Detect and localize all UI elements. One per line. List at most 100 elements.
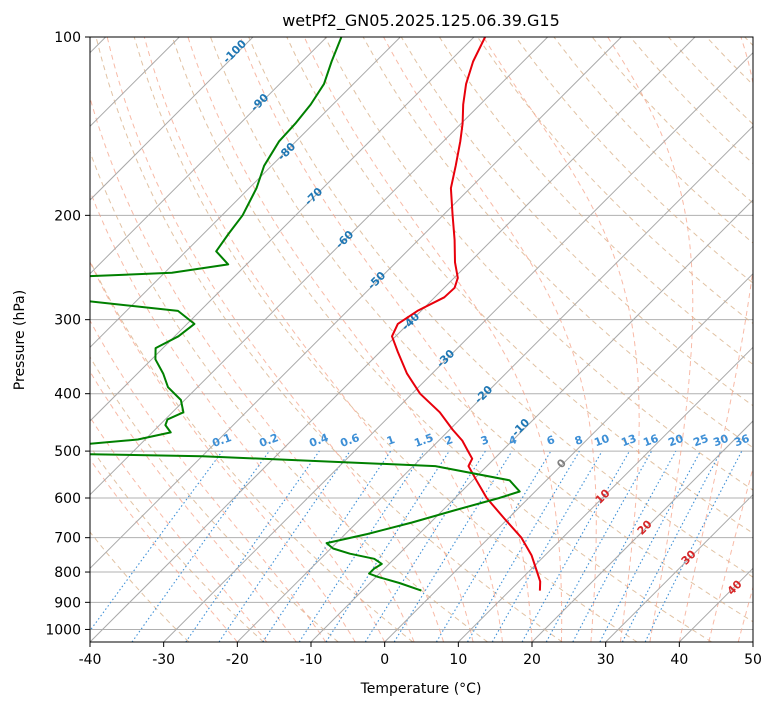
moist-adiabats: [90, 37, 753, 642]
dry-adiabat-line: [248, 37, 753, 578]
x-axis-label: Temperature (°C): [360, 681, 482, 697]
mixing-ratio-label: 10: [592, 432, 611, 450]
x-axis: -40 -30 -20 -10 0 10 20 30 40 50: [79, 642, 762, 668]
x-tick-label: -10: [300, 652, 323, 668]
mixing-ratio-line: [545, 450, 653, 642]
mixing-ratio-label: 30: [711, 432, 730, 450]
y-tick-label: 900: [54, 595, 81, 611]
mixing-ratio-line: [644, 450, 743, 642]
dry-adiabat-line: [438, 37, 753, 366]
mixing-ratio-label: 3: [479, 433, 491, 448]
moist-adiabat-line: [90, 189, 386, 642]
moist-adiabat-line: [303, 37, 563, 642]
mixing-ratio-label: 0.4: [307, 431, 330, 450]
mixing-ratio-label: 16: [641, 432, 660, 450]
y-tick-label: 700: [54, 531, 81, 547]
x-tick-label: 50: [744, 652, 762, 668]
y-tick-label: 200: [54, 208, 81, 224]
x-tick-label: 10: [449, 652, 467, 668]
plot-frame: [89, 36, 754, 643]
moist-adiabat-line: [187, 37, 503, 642]
isotherm-line: [90, 37, 549, 496]
moist-adiabat-line: [607, 37, 694, 642]
mixing-ratio-label: 8: [573, 433, 585, 448]
moist-adiabat-line: [90, 260, 356, 642]
mixing-ratio-label: 0.1: [210, 431, 233, 450]
moist-adiabat-line: [239, 37, 533, 642]
x-tick-label: -40: [79, 652, 102, 668]
y-tick-label: 400: [54, 387, 81, 403]
isotherm-line: [90, 37, 622, 570]
dry-adiabat-line: [90, 531, 190, 642]
isotherm-line: [384, 272, 753, 642]
dewpoint-profile-line: [90, 37, 521, 592]
isotherm-line: [310, 199, 753, 642]
x-tick-label: -20: [226, 652, 249, 668]
moist-adiabat-line: [90, 458, 238, 642]
moist-adiabat-line: [143, 37, 474, 642]
isotherm-line: [605, 493, 753, 642]
dry-adiabat-line: [95, 37, 563, 642]
mixing-ratio-line: [262, 450, 392, 642]
isotherms: [90, 37, 753, 642]
x-tick-label: 30: [597, 652, 615, 668]
y-axis-label: Pressure (hPa): [12, 290, 28, 390]
mixing-ratio-line: [298, 450, 425, 642]
moist-adiabat-line: [106, 37, 445, 642]
isotherm-line: [90, 37, 401, 349]
x-tick-label: -30: [152, 652, 175, 668]
mixing-ratio-line: [521, 450, 630, 642]
moist-adiabat-line: [482, 37, 640, 642]
y-tick-label: 1000: [45, 622, 81, 638]
x-tick-label: 0: [380, 652, 389, 668]
y-tick-label: 100: [54, 30, 81, 46]
moist-adiabat-line: [90, 319, 327, 642]
isotherm-line: [457, 346, 753, 642]
moist-adiabat-line: [90, 416, 268, 642]
isotherm-line: [90, 37, 254, 201]
sounding-profiles: [90, 37, 542, 592]
x-tick-label: 20: [523, 652, 541, 668]
isotherm-line: [531, 420, 753, 642]
moist-adiabat-line: [90, 96, 415, 642]
mixing-ratio-line: [572, 450, 677, 642]
mixing-ratio-line: [90, 450, 223, 632]
mixing-ratio-label: 25: [691, 432, 710, 449]
mixing-ratio-line: [131, 450, 270, 642]
dry-adiabat-line: [133, 37, 638, 642]
mixing-ratio-label: 20: [666, 432, 685, 450]
x-tick-label: 40: [670, 652, 688, 668]
moist-adiabat-line: [383, 37, 597, 642]
mixing-ratio-line: [325, 450, 450, 642]
dry-adiabat-line: [90, 445, 264, 642]
mixing-ratio-label: 0.2: [257, 431, 280, 450]
y-axis: 100 200 300 400 500 600 700 800 900 1000: [45, 30, 90, 638]
mixing-ratio-label: 1.5: [412, 431, 435, 450]
dry-adiabat-line: [515, 37, 753, 284]
mixing-ratio-label: 0.6: [338, 431, 361, 450]
isotherm-line: [90, 37, 328, 275]
plot-area: -100-90-80-70-60-50-40-30-20-10010203040…: [90, 37, 753, 642]
y-tick-label: 600: [54, 491, 81, 507]
chart-title: wetPf2_GN05.2025.125.06.39.G15: [282, 11, 560, 31]
dry-adiabat-line: [90, 356, 339, 642]
pressure-gridlines: [90, 37, 753, 630]
mixing-ratio-line: [185, 450, 320, 642]
dry-adiabat-line: [210, 37, 753, 623]
mixing-ratio-label: 4: [507, 433, 519, 448]
dry-adiabat-line: [400, 37, 753, 407]
dry-adiabat-line: [171, 37, 712, 642]
isotherm-line: [163, 51, 753, 642]
mixing-ratio-label: 13: [619, 432, 638, 449]
temperature-profile-line: [391, 37, 542, 591]
dry-adiabat-line: [90, 150, 488, 642]
mixing-ratio-line: [218, 450, 351, 642]
moist-adiabat-line: [90, 370, 297, 642]
y-tick-label: 300: [54, 313, 81, 329]
mixing-ratio-label: 6: [545, 433, 557, 448]
y-tick-label: 800: [54, 565, 81, 581]
mixing-ratio-label: 36: [732, 432, 751, 450]
mixing-ratio-label: 2: [443, 433, 455, 448]
